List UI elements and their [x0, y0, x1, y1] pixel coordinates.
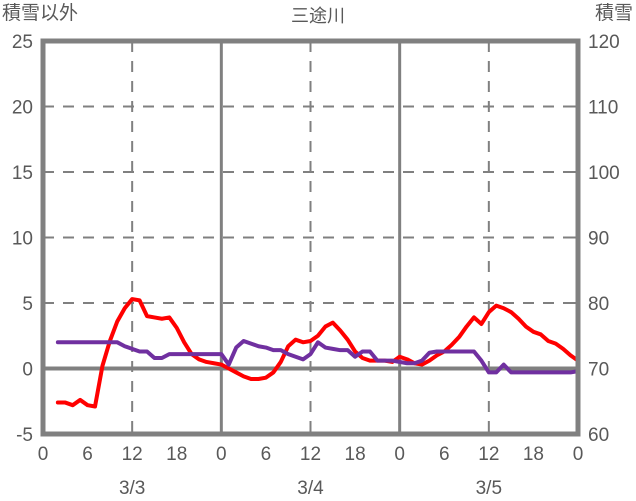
- y-axis-tick-label: 25: [12, 32, 33, 53]
- series-layer: [55, 297, 580, 409]
- x-axis-day-label: 3/4: [297, 478, 324, 499]
- x-axis-tick-label: 0: [394, 444, 405, 465]
- y2-axis-tick-label: 70: [588, 360, 609, 381]
- left-axis-title: 積雪以外: [2, 3, 79, 24]
- y-axis-tick-label: -5: [16, 425, 33, 446]
- y-axis-tick-label: 5: [22, 294, 33, 315]
- x-axis-tick-label: 0: [38, 444, 49, 465]
- x-axis-tick-label: 6: [82, 444, 93, 465]
- grid-layer: [43, 41, 578, 434]
- right-axis-title: 積雪: [594, 3, 633, 24]
- y-axis-tick-label: 0: [22, 360, 33, 381]
- x-axis-day-label: 3/5: [476, 478, 502, 499]
- y2-axis-tick-label: 120: [588, 32, 620, 53]
- x-axis-day-label: 3/3: [119, 478, 145, 499]
- y2-axis-tick-label: 80: [588, 294, 609, 315]
- x-axis-tick-label: 12: [478, 444, 499, 465]
- x-axis-tick-label: 0: [216, 444, 227, 465]
- y2-axis-tick-label: 90: [588, 229, 609, 250]
- plot-frame: [40, 38, 581, 437]
- x-axis-tick-label: 18: [345, 444, 366, 465]
- y2-axis-tick-label: 110: [588, 98, 618, 119]
- y2-axis-tick-label: 60: [588, 425, 609, 446]
- x-axis-tick-label: 12: [300, 444, 321, 465]
- chart-title: 三途川: [291, 6, 345, 26]
- y-axis-tick-label: 20: [12, 98, 33, 119]
- y2-axis-tick-label: 100: [588, 163, 620, 184]
- y-axis-tick-label: 10: [12, 229, 33, 250]
- x-axis-tick-label: 6: [261, 444, 272, 465]
- x-axis-tick-label: 18: [523, 444, 544, 465]
- x-axis-tick-label: 18: [166, 444, 187, 465]
- x-axis-tick-label: 0: [573, 444, 584, 465]
- x-axis-tick-label: 12: [122, 444, 143, 465]
- y-axis-tick-label: 15: [12, 163, 33, 184]
- x-axis-tick-label: 6: [439, 444, 450, 465]
